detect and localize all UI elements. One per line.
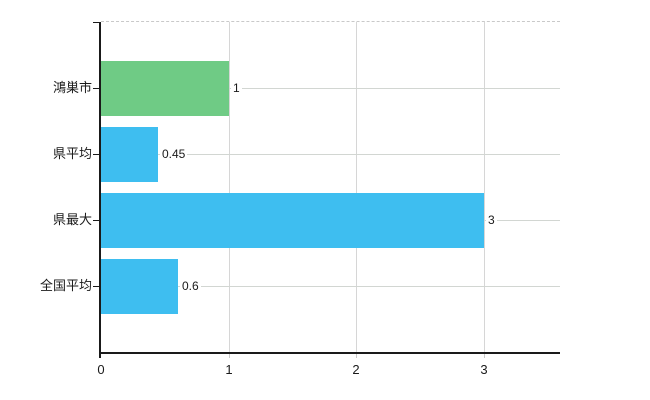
y-axis-line [99,22,101,352]
bar-value-label: 0.6 [180,279,201,293]
data-bar [101,126,158,182]
y-axis-category-label: 鴻巣市 [52,80,92,95]
y-axis-tick [93,88,99,89]
y-axis-tick [93,154,99,155]
x-axis-tick-label: 2 [352,362,360,377]
x-axis-tick-label: 1 [225,362,233,377]
horizontal-gridline [101,88,560,89]
vertical-gridline [484,22,485,352]
data-bar [101,258,178,314]
y-axis-tick [93,220,99,221]
y-axis-category-label: 県平均 [52,146,92,161]
x-axis-line [99,352,560,354]
plot-top-border [101,21,560,22]
x-axis-tick [484,354,485,358]
x-axis-tick [356,354,357,358]
vertical-gridline [356,22,357,352]
horizontal-gridline [101,286,560,287]
bar-value-label: 3 [486,213,497,227]
x-axis-tick [229,354,230,358]
x-axis-tick-label: 3 [480,362,488,377]
y-axis-category-label: 全国平均 [39,278,92,293]
y-axis-category-label: 県最大 [52,212,92,227]
y-axis-tick [93,286,99,287]
vertical-gridline [229,22,230,352]
x-axis-zero-tick [99,354,101,358]
bar-value-label: 0.45 [160,147,188,161]
horizontal-gridline [101,154,560,155]
bar-value-label: 1 [231,81,242,95]
data-bar [101,60,229,116]
data-bar [101,192,484,248]
y-axis-tick [93,22,99,23]
x-axis-tick-label: 0 [97,362,105,377]
